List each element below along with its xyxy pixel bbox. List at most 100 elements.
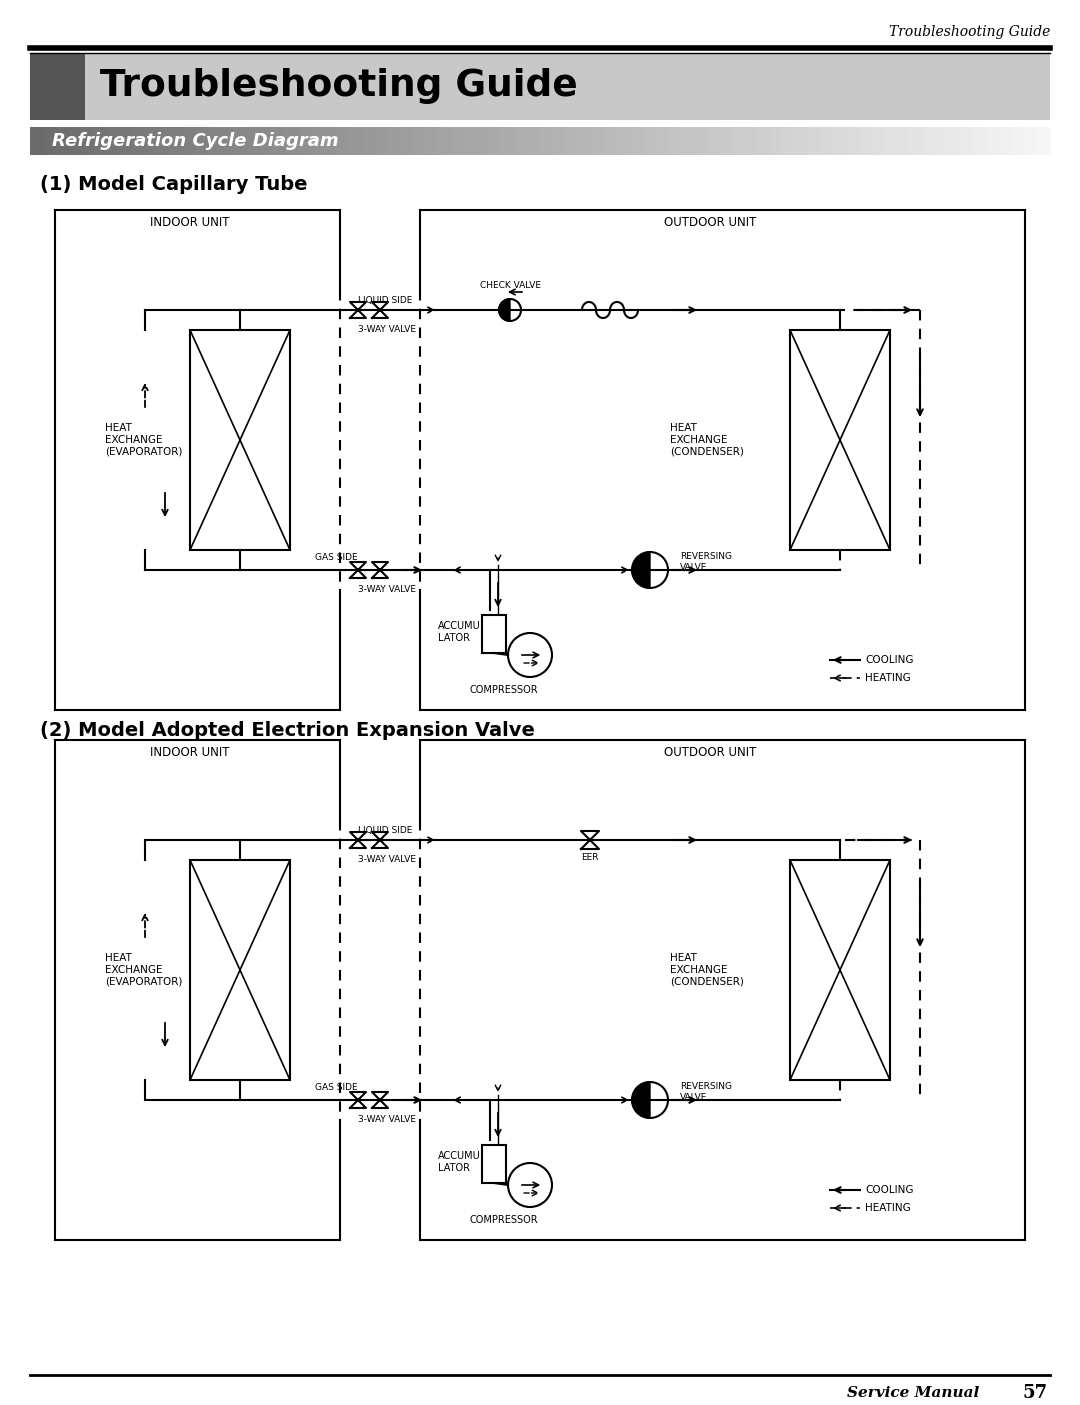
Bar — [782, 126, 796, 155]
Bar — [413, 126, 427, 155]
Wedge shape — [632, 1082, 650, 1118]
Text: 3-WAY VALVE: 3-WAY VALVE — [357, 326, 416, 334]
Bar — [1025, 126, 1038, 155]
Bar — [195, 126, 210, 155]
Bar — [591, 126, 605, 155]
Text: INDOOR UNIT: INDOOR UNIT — [150, 215, 230, 229]
Text: HEAT
EXCHANGE
(EVAPORATOR): HEAT EXCHANGE (EVAPORATOR) — [105, 423, 183, 457]
Text: Troubleshooting Guide: Troubleshooting Guide — [889, 25, 1050, 39]
Bar — [298, 126, 311, 155]
Bar — [107, 126, 120, 155]
Text: OUTDOOR UNIT: OUTDOOR UNIT — [664, 746, 756, 759]
Bar — [387, 126, 401, 155]
Bar — [145, 126, 159, 155]
Bar — [922, 126, 936, 155]
Text: COOLING: COOLING — [865, 1184, 914, 1196]
Text: HEAT
EXCHANGE
(CONDENSER): HEAT EXCHANGE (CONDENSER) — [670, 954, 744, 986]
Text: GAS SIDE: GAS SIDE — [315, 554, 357, 562]
Text: CHECK VALVE: CHECK VALVE — [480, 281, 540, 289]
Text: Service Manual: Service Manual — [847, 1385, 990, 1399]
Bar — [336, 126, 350, 155]
Bar — [859, 126, 873, 155]
Bar — [476, 126, 490, 155]
Bar — [909, 126, 923, 155]
Bar — [323, 126, 337, 155]
Bar — [789, 860, 890, 1080]
Bar — [821, 126, 834, 155]
Text: 3-WAY VALVE: 3-WAY VALVE — [357, 856, 416, 864]
Text: COOLING: COOLING — [865, 655, 914, 665]
Bar — [375, 126, 388, 155]
Bar — [718, 126, 732, 155]
Bar — [527, 126, 541, 155]
Bar — [400, 126, 414, 155]
Text: GAS SIDE: GAS SIDE — [315, 1083, 357, 1093]
Bar — [30, 126, 44, 155]
Bar — [234, 126, 247, 155]
Bar — [654, 126, 669, 155]
Bar — [961, 126, 974, 155]
Text: ACCUMU
LATOR: ACCUMU LATOR — [438, 621, 481, 643]
Bar — [362, 126, 375, 155]
Bar — [463, 126, 477, 155]
Bar — [986, 126, 1000, 155]
Text: EER: EER — [581, 853, 598, 863]
Bar — [349, 126, 363, 155]
Bar — [183, 126, 197, 155]
Bar — [482, 1145, 507, 1183]
Bar — [693, 126, 706, 155]
Bar — [450, 126, 464, 155]
Bar — [1012, 126, 1026, 155]
Bar — [171, 126, 184, 155]
Text: HEATING: HEATING — [865, 1203, 910, 1213]
Text: COMPRESSOR: COMPRESSOR — [470, 686, 539, 695]
Wedge shape — [632, 552, 650, 589]
Text: LIQUID SIDE: LIQUID SIDE — [357, 295, 413, 305]
Bar — [259, 126, 273, 155]
Bar — [190, 330, 291, 549]
Bar — [55, 126, 69, 155]
Bar — [757, 126, 770, 155]
Bar — [489, 126, 503, 155]
Bar — [272, 126, 286, 155]
Bar — [667, 126, 681, 155]
Bar — [897, 126, 910, 155]
Wedge shape — [499, 299, 510, 320]
Text: REVERSING
VALVE: REVERSING VALVE — [680, 1082, 732, 1102]
Bar — [482, 615, 507, 653]
Text: (1) Model Capillary Tube: (1) Model Capillary Tube — [40, 176, 308, 194]
Bar — [502, 126, 515, 155]
Text: LIQUID SIDE: LIQUID SIDE — [357, 826, 413, 835]
Bar — [834, 126, 847, 155]
Bar — [540, 126, 554, 155]
Text: INDOOR UNIT: INDOOR UNIT — [150, 746, 230, 759]
Bar — [85, 53, 1050, 119]
Text: 3-WAY VALVE: 3-WAY VALVE — [357, 1116, 416, 1124]
Bar — [43, 126, 56, 155]
Bar — [119, 126, 133, 155]
Bar — [789, 330, 890, 549]
Bar — [973, 126, 987, 155]
Text: 3-WAY VALVE: 3-WAY VALVE — [357, 586, 416, 594]
Bar — [872, 126, 886, 155]
Bar — [94, 126, 108, 155]
Text: REVERSING
VALVE: REVERSING VALVE — [680, 552, 732, 572]
Bar — [617, 126, 631, 155]
Bar — [769, 126, 783, 155]
Bar — [604, 126, 618, 155]
Bar — [948, 126, 962, 155]
Bar — [705, 126, 719, 155]
Bar — [578, 126, 592, 155]
Bar — [999, 126, 1013, 155]
Bar — [158, 126, 172, 155]
Text: Troubleshooting Guide: Troubleshooting Guide — [100, 67, 578, 104]
Bar — [846, 126, 860, 155]
Text: 57: 57 — [1023, 1384, 1048, 1402]
Text: Refrigeration Cycle Diagram: Refrigeration Cycle Diagram — [52, 132, 339, 150]
Bar — [566, 126, 579, 155]
Bar — [190, 860, 291, 1080]
Bar — [426, 126, 438, 155]
Bar — [808, 126, 822, 155]
Bar — [935, 126, 949, 155]
Bar — [1037, 126, 1051, 155]
